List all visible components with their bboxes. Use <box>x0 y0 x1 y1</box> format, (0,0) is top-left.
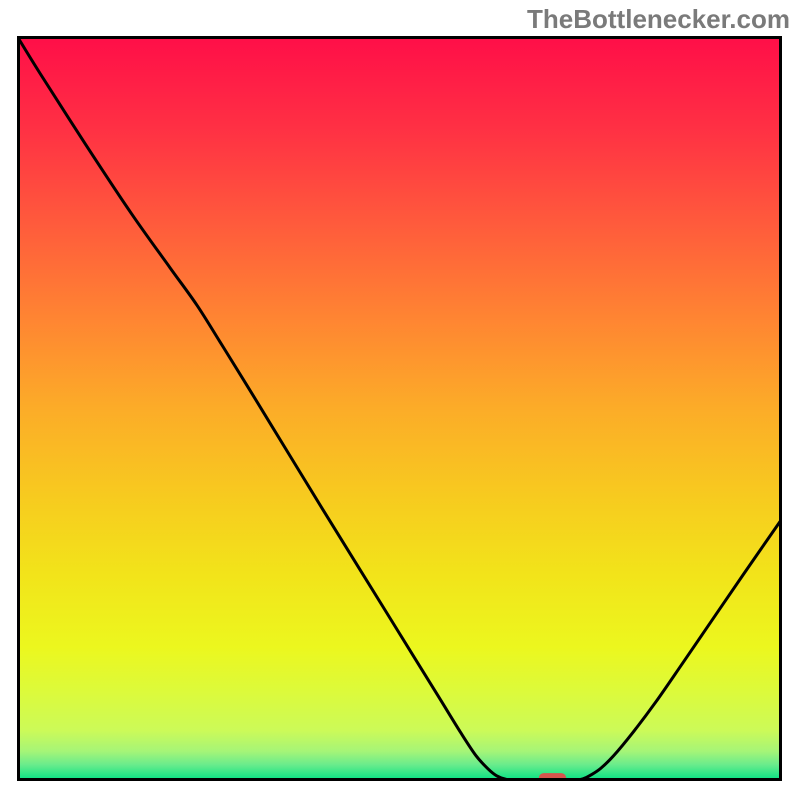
watermark: TheBottlenecker.com <box>527 4 790 35</box>
plot-area <box>17 36 782 781</box>
plot-background <box>17 36 782 781</box>
chart-container: TheBottlenecker.com <box>0 0 800 800</box>
